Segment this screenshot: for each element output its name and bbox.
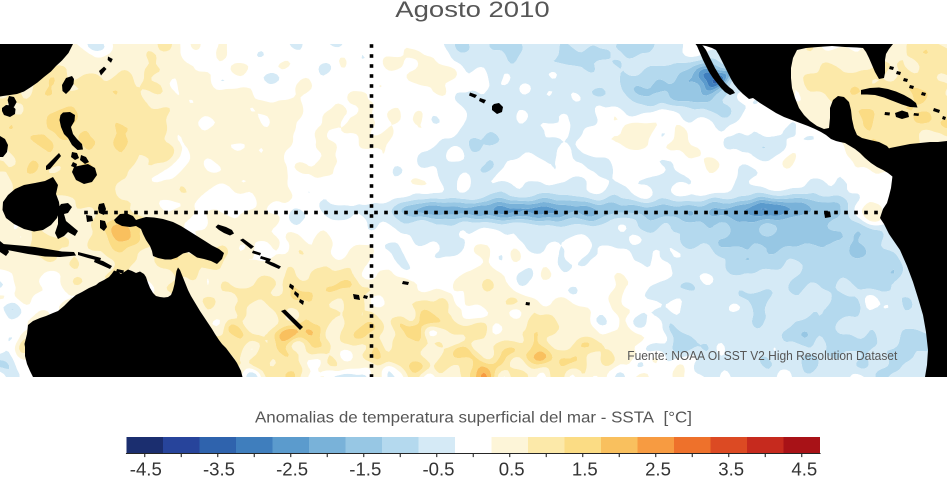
svg-text:Fuente: NOAA OI SST V2 High Re: Fuente: NOAA OI SST V2 High Resolution D… — [627, 348, 897, 363]
svg-text:2.5: 2.5 — [645, 459, 671, 480]
svg-text:4.5: 4.5 — [791, 459, 817, 480]
svg-text:-1.5: -1.5 — [349, 459, 381, 480]
svg-text:Anomalias de temperatura super: Anomalias de temperatura superficial del… — [255, 410, 692, 427]
svg-text:Agosto 2010: Agosto 2010 — [395, 0, 549, 22]
svg-text:-0.5: -0.5 — [422, 459, 454, 480]
svg-text:-2.5: -2.5 — [276, 459, 308, 480]
svg-text:0.5: 0.5 — [499, 459, 525, 480]
svg-text:3.5: 3.5 — [718, 459, 744, 480]
svg-text:1.5: 1.5 — [572, 459, 598, 480]
svg-text:-4.5: -4.5 — [130, 459, 162, 480]
svg-text:-3.5: -3.5 — [203, 459, 235, 480]
